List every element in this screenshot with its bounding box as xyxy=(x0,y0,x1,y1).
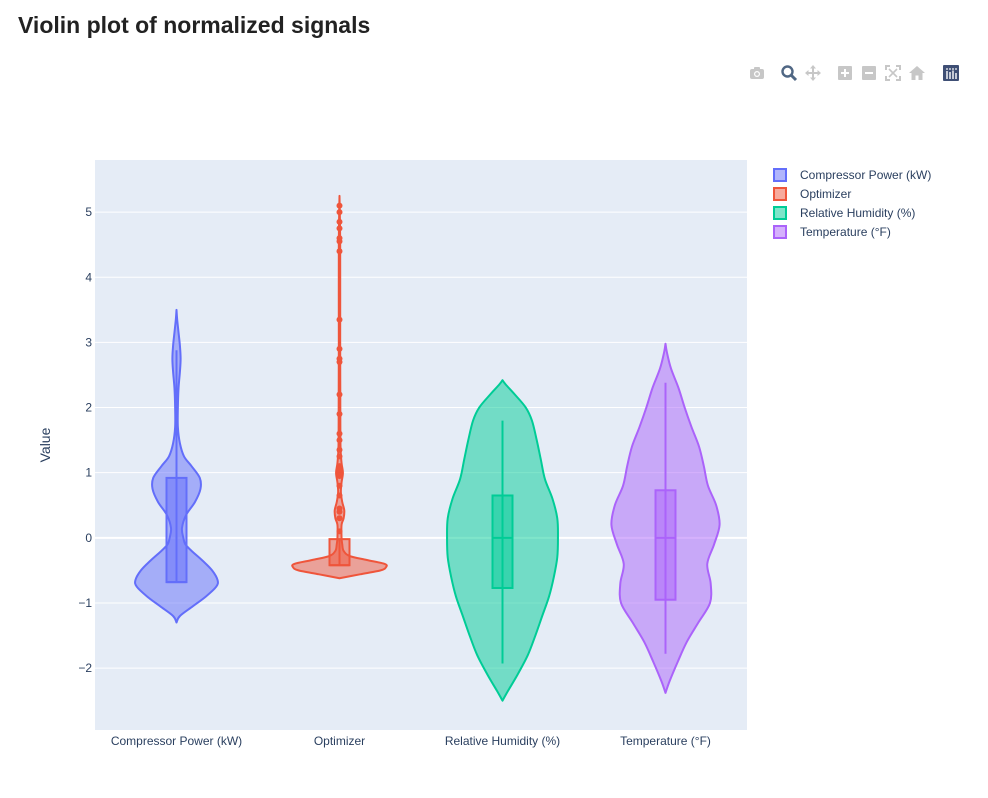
y-tick-label: 1 xyxy=(85,466,92,480)
x-tick-label: Optimizer xyxy=(314,734,365,748)
violin-compressor-power-kw xyxy=(134,308,219,624)
legend-label: Temperature (°F) xyxy=(800,225,891,239)
x-axis-ticks: Compressor Power (kW) Optimizer Relative H… xyxy=(111,734,711,748)
legend-swatch xyxy=(773,225,787,239)
x-tick-label: Compressor Power (kW) xyxy=(111,734,242,748)
outlier-point xyxy=(336,202,343,209)
violin-temperature-f xyxy=(610,342,721,694)
x-tick-label: Relative Humidity (%) xyxy=(445,734,560,748)
outlier-point xyxy=(336,218,343,225)
legend-item[interactable]: Optimizer xyxy=(773,187,851,201)
y-axis-label: Value xyxy=(37,427,53,462)
violin-optimizer xyxy=(291,194,388,580)
outlier-point xyxy=(336,463,343,470)
outlier-point xyxy=(336,345,343,352)
outlier-point xyxy=(336,505,343,512)
zoom-in-icon[interactable] xyxy=(836,64,854,82)
outlier-point xyxy=(336,492,343,499)
legend-swatch xyxy=(773,187,787,201)
pan-icon[interactable] xyxy=(804,64,822,82)
legend-label: Optimizer xyxy=(800,187,851,201)
page-title: Violin plot of normalized signals xyxy=(18,12,371,38)
legend-swatch xyxy=(773,206,787,220)
legend: Compressor Power (kW) Optimizer Relative H… xyxy=(773,168,931,239)
box xyxy=(165,476,188,584)
violins xyxy=(134,194,721,702)
box xyxy=(491,494,514,589)
autoscale-icon[interactable] xyxy=(884,64,902,82)
plotly-logo-icon[interactable] xyxy=(942,64,960,82)
modebar xyxy=(748,64,962,82)
y-tick-label: 5 xyxy=(85,205,92,219)
outlier-point xyxy=(336,446,343,453)
outlier-point xyxy=(336,225,343,232)
outlier-point xyxy=(336,235,343,242)
zoom-out-icon[interactable] xyxy=(860,64,878,82)
y-tick-label: 0 xyxy=(85,531,92,545)
legend-item[interactable]: Temperature (°F) xyxy=(773,225,891,239)
box xyxy=(654,489,677,601)
y-tick-label: 3 xyxy=(85,335,92,349)
legend-swatch xyxy=(773,168,787,182)
camera-icon[interactable] xyxy=(748,64,766,82)
y-tick-label: −1 xyxy=(78,596,92,610)
y-tick-label: 2 xyxy=(85,401,92,415)
y-axis-ticks: −2 −1 0 1 2 3 4 5 xyxy=(78,205,92,675)
legend-label: Compressor Power (kW) xyxy=(800,168,931,182)
violin-relative-humidity xyxy=(446,379,559,702)
outlier-point xyxy=(336,482,343,489)
x-tick-label: Temperature (°F) xyxy=(620,734,711,748)
outlier-point xyxy=(336,355,343,362)
legend-item[interactable]: Relative Humidity (%) xyxy=(773,206,915,220)
outlier-point xyxy=(336,209,343,216)
outlier-point xyxy=(336,248,343,255)
box xyxy=(328,538,351,567)
y-tick-label: 4 xyxy=(85,270,92,284)
legend-item[interactable]: Compressor Power (kW) xyxy=(773,168,931,182)
y-tick-label: −2 xyxy=(78,661,92,675)
outlier-point xyxy=(336,528,343,535)
outlier-point xyxy=(336,437,343,444)
outlier-point xyxy=(336,515,343,522)
outlier-point xyxy=(336,316,343,323)
outlier-point xyxy=(336,430,343,437)
outlier-point xyxy=(336,453,343,460)
zoom-icon[interactable] xyxy=(780,64,798,82)
home-icon[interactable] xyxy=(908,64,926,82)
outlier-point xyxy=(336,411,343,418)
legend-label: Relative Humidity (%) xyxy=(800,206,915,220)
outlier-point xyxy=(336,391,343,398)
